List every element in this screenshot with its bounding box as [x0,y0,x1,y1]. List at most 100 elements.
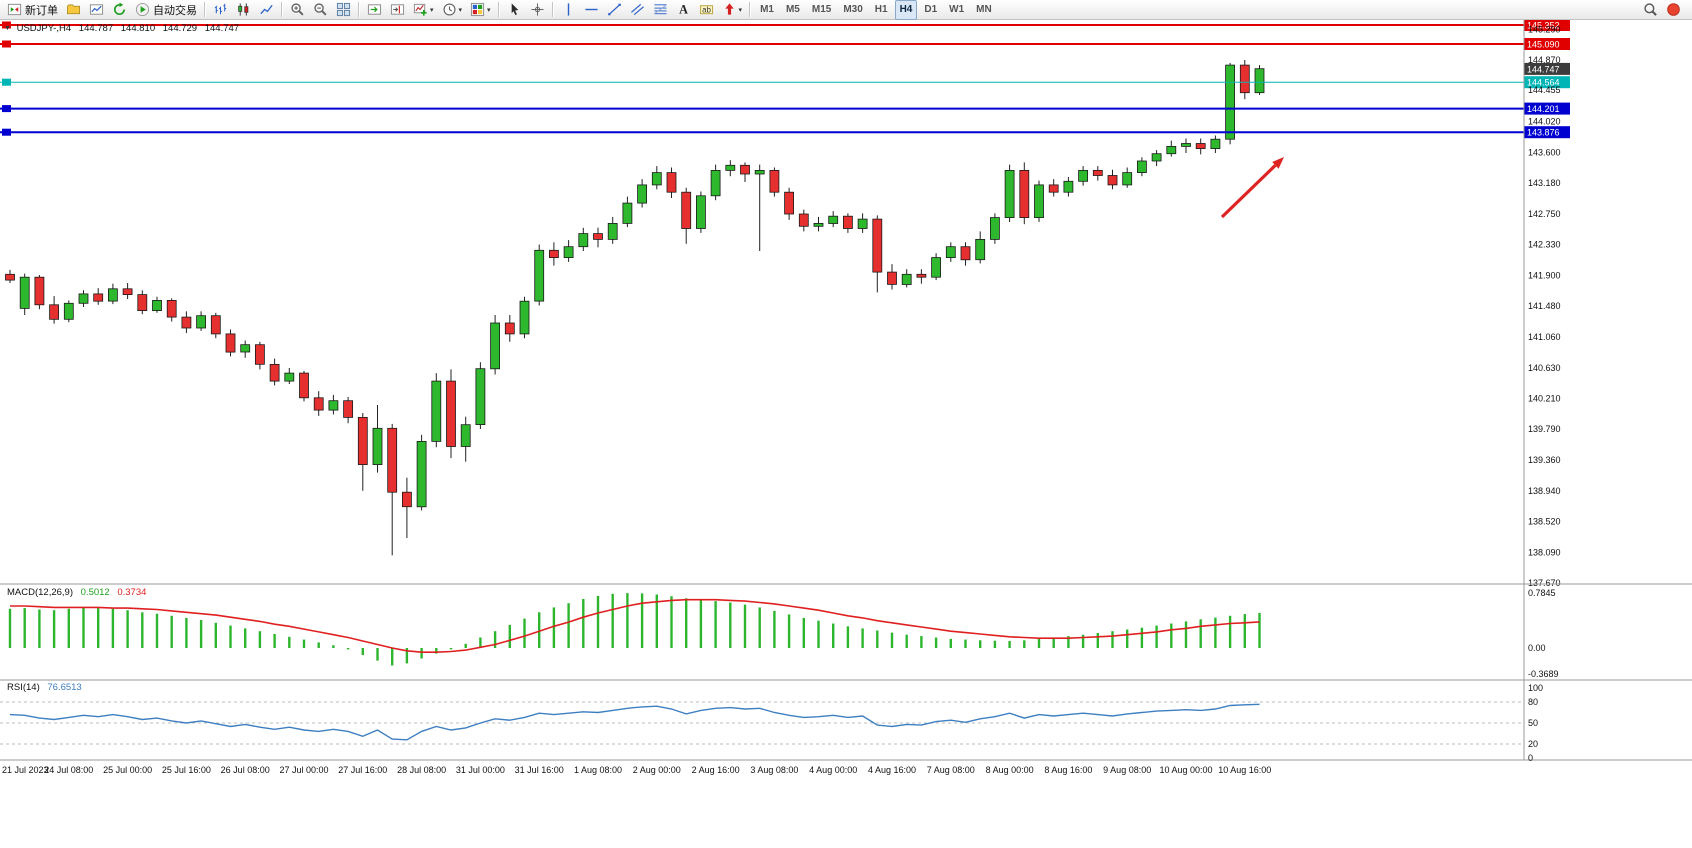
svg-text:139.360: 139.360 [1528,455,1561,465]
timeframe-h1[interactable]: H1 [870,0,893,20]
svg-text:137.670: 137.670 [1528,578,1561,588]
vertical-line-button[interactable] [558,0,579,20]
autotrading-button[interactable]: 自动交易 [132,0,200,20]
periods-button[interactable]: ▾ [439,0,466,20]
timeframe-d1[interactable]: D1 [919,0,942,20]
arrows-button[interactable]: ▾ [719,0,746,20]
timeframe-m1-label: M1 [760,4,774,15]
zoom-in-button[interactable] [287,0,308,20]
macd-label: MACD(12,26,9) 0.5012 0.3734 [7,587,146,598]
svg-text:4 Aug 16:00: 4 Aug 16:00 [868,765,916,775]
candle-chart-icon [236,2,251,17]
chart-canvas[interactable]: 145.352 145.090 144.564 144.201 143.876 144.7… [0,20,1692,848]
svg-text:144.455: 144.455 [1528,85,1561,95]
svg-text:A: A [679,3,688,17]
macd-main-value: 0.5012 [80,587,110,598]
horizontal-lines[interactable]: 145.352 145.090 144.564 144.201 143.876 [0,20,1570,139]
new-chart-button[interactable] [86,0,107,20]
panel-separators[interactable] [0,20,1692,761]
dropdown-arrow-icon: ▾ [458,6,463,14]
chart-ohlc-title: ▼ USDJPY-,H4 144.787 144.810 144.729 144… [4,23,239,34]
svg-text:140.210: 140.210 [1528,394,1561,404]
refresh-icon [112,2,127,17]
autotrading-icon [135,2,150,17]
channel-button[interactable] [627,0,648,20]
svg-text:143.600: 143.600 [1528,147,1561,157]
trend-arrow[interactable] [1220,157,1284,219]
svg-text:2 Aug 16:00: 2 Aug 16:00 [692,765,740,775]
svg-text:145.290: 145.290 [1528,25,1561,35]
svg-text:143.180: 143.180 [1528,178,1561,188]
zoom-in-icon [290,2,305,17]
refresh-button[interactable] [109,0,130,20]
svg-text:31 Jul 16:00: 31 Jul 16:00 [515,765,564,775]
svg-text:138.520: 138.520 [1528,516,1561,526]
trendline-button[interactable] [604,0,625,20]
text-icon: A [676,2,691,17]
svg-text:27 Jul 00:00: 27 Jul 00:00 [279,765,328,775]
price-axis[interactable]: 145.290 144.870 144.455 144.020 143.600 143.1… [1528,25,1561,589]
svg-text:0: 0 [1528,753,1533,763]
zoom-out-button[interactable] [310,0,331,20]
folder-icon [66,2,81,17]
clock-icon [442,2,457,17]
bar-chart-button[interactable] [210,0,231,20]
toolbar-separator [358,2,360,17]
oneclick-collapse-icon[interactable]: ▼ [4,25,11,32]
horizontal-line-button[interactable] [581,0,602,20]
crosshair-button[interactable] [527,0,548,20]
svg-text:139.790: 139.790 [1528,424,1561,434]
svg-text:144.870: 144.870 [1528,55,1561,65]
indicators-icon [413,2,428,17]
svg-text:25 Jul 00:00: 25 Jul 00:00 [103,765,152,775]
rsi-levels [0,701,1524,745]
timeframe-m15[interactable]: M15 [807,0,836,20]
templates-button[interactable]: ▾ [467,0,494,20]
timeframe-m5[interactable]: M5 [781,0,805,20]
line-chart-icon [259,2,274,17]
new-order-button[interactable]: 新订单 [4,0,61,20]
svg-text:2 Aug 00:00: 2 Aug 00:00 [633,765,681,775]
charts-folder-button[interactable] [63,0,84,20]
cursor-button[interactable] [504,0,525,20]
toolbar-right [1639,0,1689,20]
svg-text:-0.3689: -0.3689 [1528,669,1559,679]
line-chart-button[interactable] [256,0,277,20]
fibonacci-button[interactable] [650,0,671,20]
chart-shift-button[interactable] [387,0,408,20]
timeframe-m1[interactable]: M1 [755,0,779,20]
timeframe-m30[interactable]: M30 [838,0,867,20]
toolbar-separator [497,2,500,17]
timeframe-m15-label: M15 [811,4,832,15]
tile-windows-button[interactable] [333,0,354,20]
dropdown-arrow-icon: ▾ [430,6,434,14]
indicators-button[interactable]: ▾ [410,0,437,20]
timeframe-h4[interactable]: H4 [894,0,918,20]
timeframe-w1-label: W1 [949,4,965,15]
text-button[interactable]: A [673,0,694,20]
new-order-button-label: 新订单 [25,4,58,17]
macd-name: MACD(12,26,9) [7,587,73,598]
candlestick-chart-button[interactable] [233,0,254,20]
text-label-button[interactable]: ab [696,0,717,20]
macd-axis: 0.7845 0.00 -0.3689 [1528,588,1559,679]
ohlc-low: 144.729 [162,23,198,34]
chart-shift-icon [390,2,405,17]
dropdown-arrow-icon: ▾ [487,6,491,14]
rsi-axis: 100 80 50 20 0 [1528,683,1543,763]
timeframe-h1-label: H1 [874,4,888,15]
svg-text:50: 50 [1528,718,1538,728]
toolbar-separator [281,2,283,17]
alert-button[interactable] [1663,0,1684,20]
search-button[interactable] [1640,0,1661,20]
timeframe-w1[interactable]: W1 [944,0,969,20]
auto-scroll-button[interactable] [364,0,385,20]
svg-text:28 Jul 08:00: 28 Jul 08:00 [397,765,446,775]
timeframe-mn[interactable]: MN [971,0,997,20]
svg-text:20: 20 [1528,739,1538,749]
svg-text:9 Aug 08:00: 9 Aug 08:00 [1103,765,1151,775]
svg-text:138.090: 138.090 [1528,548,1561,558]
macd-signal-value: 0.3734 [117,587,147,598]
